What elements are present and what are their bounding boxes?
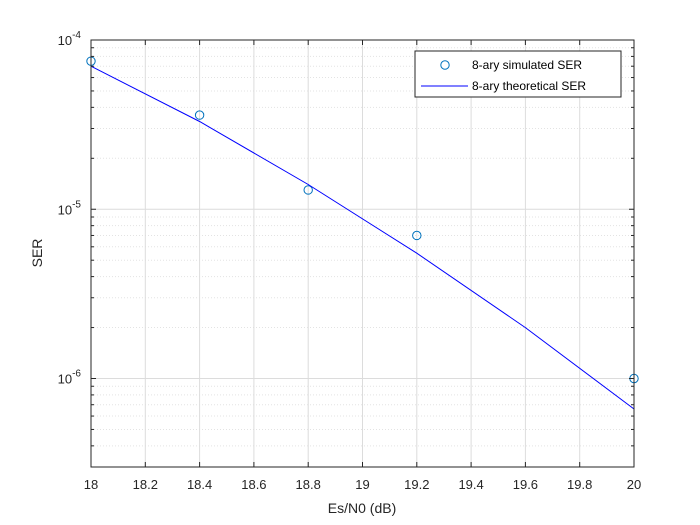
y-tick-label: 10-4 [58,30,82,48]
y-tick-label: 10-6 [58,369,82,387]
x-axis-label: Es/N0 (dB) [328,500,396,516]
x-tick-label: 19.4 [458,477,483,492]
x-tick-label: 18 [84,477,98,492]
x-tick-label: 18.2 [133,477,158,492]
axes: 18 18.2 18.4 18.6 18.8 19 19.2 19.4 19.6 19.8 20 10… [58,30,642,492]
x-tick-label: 18.4 [187,477,212,492]
legend-label-simulated: 8-ary simulated SER [472,58,582,72]
y-axis-label: SER [29,239,45,268]
legend-box [414,50,622,98]
legend: 8-ary simulated SER 8-ary theoretical SE… [414,50,622,98]
legend-marker-simulated [440,60,450,70]
series-line-theoretical [90,65,635,410]
x-tick-label: 20 [627,477,641,492]
y-tick-label: 10-5 [58,199,82,217]
data-point-simulated [412,230,422,241]
data-point-simulated [194,110,205,120]
legend-label-theoretical: 8-ary theoretical SER [472,79,586,93]
x-tick-label: 19.8 [567,477,592,492]
x-tick-label: 19.2 [404,477,429,492]
x-tick-label: 18.8 [296,477,321,492]
x-tick-label: 18.6 [241,477,266,492]
x-tick-label: 19 [355,477,369,492]
x-tick-label: 19.6 [513,477,538,492]
data-point-simulated [303,185,313,195]
